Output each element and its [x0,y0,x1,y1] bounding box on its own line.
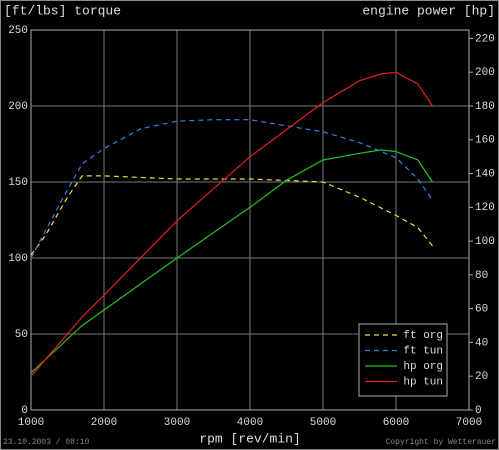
y-tick-label: 200 [8,101,28,113]
series-line [30,119,433,259]
footer-date: 23.10.2003 / 08:10 [3,438,90,447]
y2-tick-label: 160 [475,135,495,147]
y-tick-label: 150 [8,177,28,189]
legend-label: hp org [403,361,443,373]
series-line [30,71,433,377]
x-tick-label: 4000 [237,417,263,429]
series-line [30,175,433,256]
legend-label: hp tun [403,376,443,388]
y2-tick-label: 40 [475,337,488,349]
plot-border [30,29,470,411]
y-tick-label: 50 [15,329,28,341]
y2-tick-label: 100 [475,236,495,248]
x-axis-title: rpm [rev/min] [199,431,300,446]
y2-tick-label: 200 [475,67,495,79]
x-tick-label: 3000 [164,417,190,429]
y2-tick-label: 140 [475,168,495,180]
legend-label: ft tun [403,345,443,357]
y2-tick-label: 0 [475,405,482,417]
y-tick-label: 250 [8,25,28,37]
x-tick-label: 6000 [383,417,409,429]
x-tick-label: 7000 [456,417,482,429]
legend-box [358,323,448,397]
y2-tick-label: 180 [475,101,495,113]
y2-tick-label: 220 [475,33,495,45]
y-tick-label: 100 [8,253,28,265]
y2-tick-label: 20 [475,371,488,383]
x-tick-label: 5000 [310,417,336,429]
y2-tick-label: 80 [475,270,488,282]
right-axis-title: engine power [hp] [362,3,495,18]
left-axis-title: [ft/lbs] torque [4,3,121,18]
series-line [30,149,433,374]
legend-label: ft org [403,330,443,342]
y-tick-label: 0 [21,405,28,417]
footer-copyright: Copyright by Wetterauer [386,438,497,447]
x-tick-label: 1000 [18,417,44,429]
y2-tick-label: 60 [475,304,488,316]
y2-tick-label: 120 [475,202,495,214]
x-tick-label: 2000 [91,417,117,429]
